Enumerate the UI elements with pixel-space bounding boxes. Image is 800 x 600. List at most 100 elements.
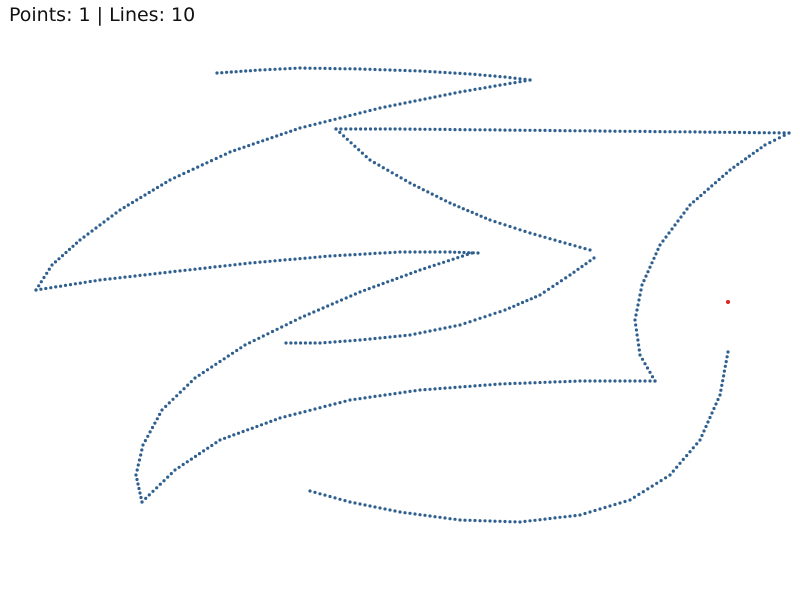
stroke-dot: [293, 257, 297, 261]
point-marker[interactable]: [726, 300, 730, 304]
stroke-dot: [94, 226, 98, 230]
stroke-dot: [244, 69, 248, 73]
stroke-dot: [462, 250, 466, 255]
stroke-dot: [378, 68, 382, 72]
stroke-dot: [603, 129, 607, 133]
stroke-dot: [303, 410, 307, 414]
stroke-dot: [108, 277, 112, 281]
stroke-dot: [498, 75, 502, 79]
stroke-dot: [289, 341, 293, 345]
stroke-dot: [321, 306, 325, 310]
stroke-dot: [203, 266, 207, 270]
stroke-line-7[interactable]: [334, 127, 791, 135]
stroke-dot: [493, 128, 497, 132]
stroke-dot: [493, 519, 497, 523]
stroke-dot: [135, 468, 139, 472]
stroke-dot: [268, 259, 272, 263]
stroke-line-5[interactable]: [140, 379, 657, 504]
stroke-dot: [313, 122, 317, 126]
stroke-dot: [263, 68, 267, 72]
stroke-dot: [603, 505, 607, 510]
stroke-dot: [376, 283, 381, 287]
stroke-dot: [528, 519, 532, 523]
stroke-dot: [518, 520, 522, 524]
stroke-dot: [360, 151, 364, 155]
stroke-dot: [476, 251, 480, 255]
stroke-line-9[interactable]: [284, 256, 596, 345]
stroke-dot: [348, 500, 352, 504]
stroke-dot: [284, 323, 288, 327]
stroke-dot: [688, 203, 692, 207]
stroke-dot: [702, 190, 707, 194]
stroke-dot: [323, 66, 327, 70]
stroke-dot: [83, 280, 87, 284]
stroke-dot: [268, 67, 272, 72]
stroke-dot: [208, 265, 212, 270]
stroke-dot: [313, 490, 317, 494]
stroke-dot: [214, 441, 218, 445]
stroke-line-4[interactable]: [134, 251, 474, 504]
stroke-dot: [673, 223, 677, 227]
stroke-dot: [353, 397, 357, 401]
stroke-dot: [409, 271, 413, 275]
stroke-dot: [608, 129, 612, 133]
stroke-dot: [418, 513, 422, 517]
stroke-dot: [563, 129, 567, 133]
stroke-dot: [265, 137, 269, 141]
stroke-dot: [742, 130, 747, 135]
stroke-dot: [232, 433, 236, 437]
stroke-dot: [200, 163, 204, 167]
stroke-dot: [64, 250, 68, 255]
stroke-dot: [428, 329, 432, 333]
stroke-dot: [158, 271, 162, 275]
stroke-dot: [448, 517, 452, 521]
stroke-dot: [368, 108, 372, 113]
stroke-dot: [349, 294, 353, 298]
stroke-dot: [443, 70, 447, 75]
stroke-dot: [168, 178, 172, 182]
stroke-dot: [378, 106, 382, 110]
stroke-dot: [641, 490, 645, 494]
stroke-dot: [126, 203, 130, 207]
stroke-dot: [328, 118, 332, 123]
stroke-dot: [34, 288, 38, 292]
stroke-dot: [421, 188, 425, 192]
stroke-dot: [378, 251, 382, 255]
stroke-dot: [448, 71, 452, 75]
stroke-dot: [518, 381, 522, 385]
stroke-dot: [398, 127, 402, 131]
stroke-dot: [235, 348, 239, 353]
stroke-dot: [503, 519, 507, 524]
stroke-dot: [78, 281, 82, 285]
stroke-dot: [523, 381, 527, 385]
stroke-line-8[interactable]: [334, 127, 592, 252]
stroke-dot: [233, 263, 237, 267]
stroke-line-3[interactable]: [34, 250, 480, 292]
stroke-dot: [270, 136, 274, 140]
stroke-dot: [164, 404, 168, 408]
stroke-dot: [413, 250, 417, 254]
stroke-dot: [453, 324, 457, 328]
stroke-dot: [423, 250, 427, 254]
stroke-dot: [308, 66, 312, 70]
stroke-line-10[interactable]: [308, 350, 730, 524]
stroke-dot: [438, 386, 442, 391]
stroke-dot: [438, 94, 442, 98]
stroke-dot: [294, 341, 298, 345]
stroke-dot: [367, 287, 371, 291]
stroke-dot: [243, 343, 247, 347]
stroke-dot: [543, 517, 547, 521]
stroke-dot: [685, 207, 689, 211]
stroke-dot: [479, 214, 483, 218]
stroke-dot: [640, 283, 644, 287]
stroke-dot: [373, 67, 377, 72]
stroke-dot: [423, 97, 427, 101]
stroke-line-1[interactable]: [215, 66, 532, 82]
stroke-line-2[interactable]: [34, 78, 532, 292]
stroke-dot: [413, 127, 417, 131]
stroke-dot: [151, 188, 155, 192]
stroke-dot: [453, 71, 457, 75]
stroke-line-6[interactable]: [633, 131, 791, 383]
